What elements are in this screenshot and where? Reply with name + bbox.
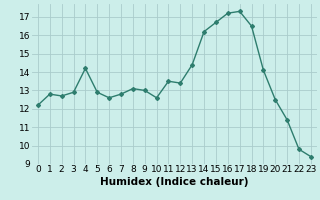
X-axis label: Humidex (Indice chaleur): Humidex (Indice chaleur) [100,177,249,187]
